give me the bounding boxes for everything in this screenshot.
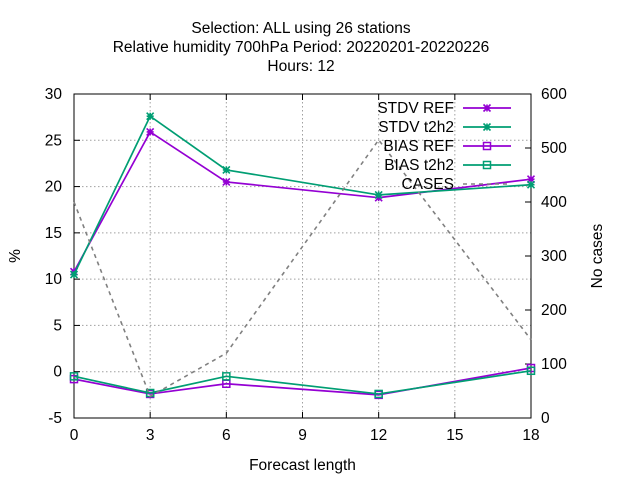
y2-axis-label: No cases bbox=[589, 223, 606, 288]
legend-marker bbox=[482, 122, 492, 132]
data-point bbox=[222, 177, 231, 187]
y2-tick-label: 400 bbox=[541, 194, 567, 211]
x-tick-label: 6 bbox=[222, 427, 231, 444]
y2-tick-label: 0 bbox=[541, 410, 550, 427]
y-tick-label: 25 bbox=[45, 132, 62, 149]
series-cases bbox=[73, 138, 532, 398]
y-tick-label: 10 bbox=[45, 271, 63, 288]
data-point bbox=[374, 190, 383, 199]
y-tick-label: 5 bbox=[53, 317, 62, 334]
y2-tick-label: 300 bbox=[541, 248, 567, 265]
y-axis-label: % bbox=[7, 249, 24, 263]
x-tick-label: 0 bbox=[70, 427, 79, 444]
legend-marker bbox=[482, 141, 492, 151]
data-point bbox=[146, 127, 155, 137]
legend-marker bbox=[482, 160, 492, 170]
series-bias-t2h2 bbox=[69, 366, 536, 399]
y-tick-label: 20 bbox=[45, 179, 63, 196]
y2-tick-label: 600 bbox=[541, 86, 567, 103]
data-point bbox=[374, 389, 383, 399]
legend-label: STDV t2h2 bbox=[378, 119, 454, 136]
legend: STDV REF STDV t2h2 BIAS REF BIAS t2h2 CASES bbox=[377, 100, 511, 193]
x-tick-label: 15 bbox=[446, 427, 463, 444]
data-point bbox=[69, 372, 79, 381]
legend-label: BIAS t2h2 bbox=[384, 157, 454, 174]
series-lines bbox=[69, 112, 536, 400]
title-line: Relative humidity 700hPa Period: 2022020… bbox=[113, 39, 490, 56]
y2-tick-label: 200 bbox=[541, 302, 567, 319]
y-tick-label: 30 bbox=[45, 86, 63, 103]
title-line: Selection: ALL using 26 stations bbox=[191, 20, 410, 37]
x-tick-label: 9 bbox=[298, 427, 307, 444]
series-stdv-t2h2 bbox=[69, 112, 536, 279]
series-line bbox=[73, 369, 532, 395]
data-point bbox=[69, 270, 79, 279]
series-line bbox=[73, 138, 532, 398]
legend-marker bbox=[482, 103, 492, 113]
data-point bbox=[526, 180, 536, 189]
x-tick-label: 3 bbox=[146, 427, 155, 444]
legend-label: BIAS REF bbox=[383, 138, 454, 155]
data-point bbox=[222, 372, 231, 381]
data-point bbox=[526, 175, 536, 184]
data-point bbox=[146, 112, 155, 121]
x-tick-label: 18 bbox=[522, 427, 539, 444]
x-axis-label: Forecast length bbox=[249, 457, 356, 474]
y2-tick-label: 500 bbox=[541, 140, 567, 157]
y-tick-label: 0 bbox=[53, 364, 62, 381]
x-tick-label: 12 bbox=[370, 427, 387, 444]
y2-tick-label: 100 bbox=[541, 356, 567, 373]
y-tick-label: -5 bbox=[48, 410, 62, 427]
title-line: Hours: 12 bbox=[267, 58, 334, 75]
data-point bbox=[222, 165, 231, 174]
axis-ticks: 0 3 6 9 12 15 18-50510152025300100200300400500… bbox=[45, 86, 567, 444]
legend-label: STDV REF bbox=[377, 100, 454, 117]
legend-label: CASES bbox=[401, 176, 454, 193]
y-tick-label: 15 bbox=[45, 225, 62, 242]
chart-title: Selection: ALL using 26 stations Relative… bbox=[113, 20, 490, 75]
grid bbox=[74, 94, 531, 418]
data-point bbox=[526, 366, 536, 376]
